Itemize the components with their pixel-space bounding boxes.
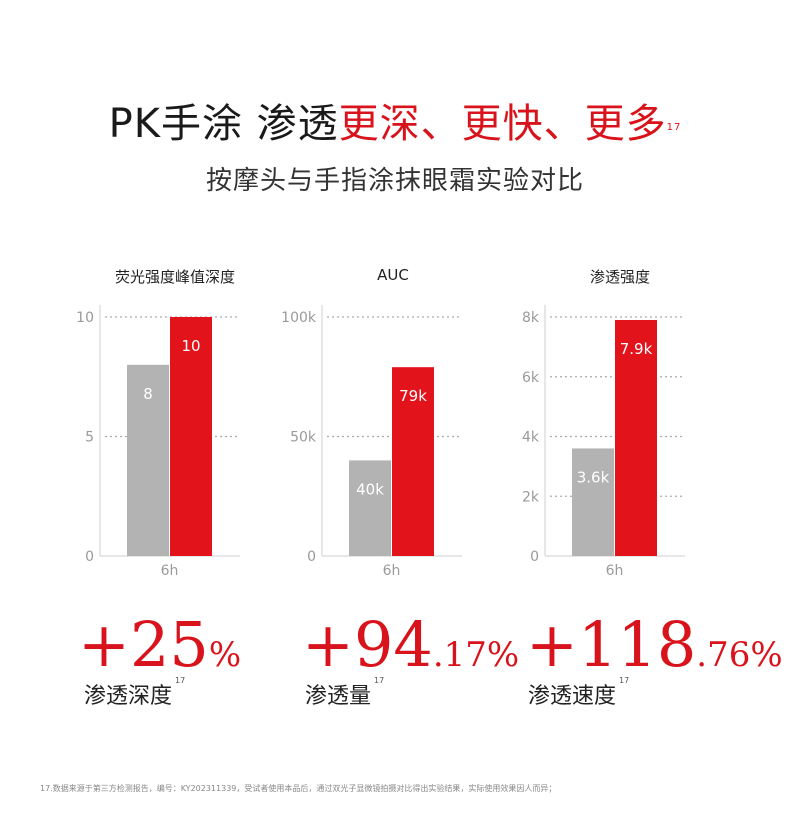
- stat-volume-label-text: 渗透量: [305, 684, 372, 709]
- stat-volume-value: +94: [302, 608, 433, 681]
- x-tick-label: 6h: [383, 563, 401, 579]
- page-subtitle: 按摩头与手指涂抹眼霜实验对比: [205, 166, 584, 196]
- stat-volume-label: 渗透量17: [305, 676, 385, 710]
- y-tick-label: 8k: [522, 310, 540, 326]
- chart-auc: 0 50k 100k 40k 79k 6h: [281, 305, 462, 579]
- stat-speed-ref: 17: [619, 676, 630, 685]
- stat-volume: +94.17%: [302, 612, 519, 678]
- footnote: 17.数据来源于第三方检测报告，编号：KY202311339，受试者使用本品后，…: [40, 784, 557, 793]
- bar-handapplied: [349, 460, 391, 556]
- y-tick-label: 10: [76, 310, 94, 326]
- bar-massagehead: [392, 367, 434, 556]
- x-tick-label: 6h: [606, 563, 624, 579]
- chart-title-2: AUC: [377, 266, 409, 284]
- y-tick-label: 50k: [290, 430, 317, 446]
- stat-speed: +118.76%: [526, 612, 783, 678]
- stat-speed-label-text: 渗透速度: [528, 684, 617, 709]
- data-label: 8: [143, 385, 153, 403]
- stat-depth-ref: 17: [175, 676, 186, 685]
- data-label: 79k: [399, 387, 427, 405]
- chart-intensity: 0 2k 4k 6k 8k 3.6k 7.9k 6h: [522, 305, 685, 579]
- stat-speed-value: +118: [526, 608, 697, 681]
- title-ref: 17: [666, 122, 682, 133]
- data-label: 7.9k: [620, 340, 653, 358]
- stat-speed-label: 渗透速度17: [528, 676, 630, 710]
- y-tick-label: 6k: [522, 370, 540, 386]
- stat-depth-label: 渗透深度17: [84, 676, 186, 710]
- title-main: PK手涂 渗透: [108, 101, 339, 147]
- stat-volume-suffix: .17%: [432, 635, 520, 675]
- bar-massagehead: [170, 317, 212, 556]
- stat-speed-suffix: .76%: [696, 635, 783, 675]
- data-label: 10: [181, 337, 200, 355]
- x-tick-label: 6h: [161, 563, 179, 579]
- stat-depth: +25%: [78, 612, 241, 678]
- data-label: 40k: [356, 480, 384, 498]
- y-tick-label: 0: [85, 549, 94, 565]
- bar-handapplied: [127, 364, 169, 556]
- chart-title-3: 渗透强度: [589, 268, 650, 286]
- stat-volume-ref: 17: [374, 676, 385, 685]
- y-tick-label: 2k: [522, 489, 540, 505]
- bar-massagehead: [615, 319, 657, 556]
- stat-depth-label-text: 渗透深度: [84, 684, 173, 709]
- title-highlight: 更深、更快、更多: [338, 101, 667, 147]
- stat-depth-value: +25: [78, 608, 209, 681]
- bar-handapplied: [572, 448, 614, 556]
- chart-title-1: 荧光强度峰值深度: [114, 268, 235, 286]
- y-tick-label: 100k: [281, 310, 317, 326]
- y-tick-label: 0: [307, 549, 316, 565]
- y-tick-label: 4k: [522, 430, 540, 446]
- y-tick-label: 5: [85, 430, 94, 446]
- chart-depth: 0 5 10 8 10 6h: [76, 305, 240, 579]
- y-tick-label: 0: [530, 549, 539, 565]
- page-title: PK手涂 渗透更深、更快、更多17: [0, 98, 790, 150]
- stat-depth-suffix: %: [208, 635, 242, 675]
- data-label: 3.6k: [577, 468, 610, 486]
